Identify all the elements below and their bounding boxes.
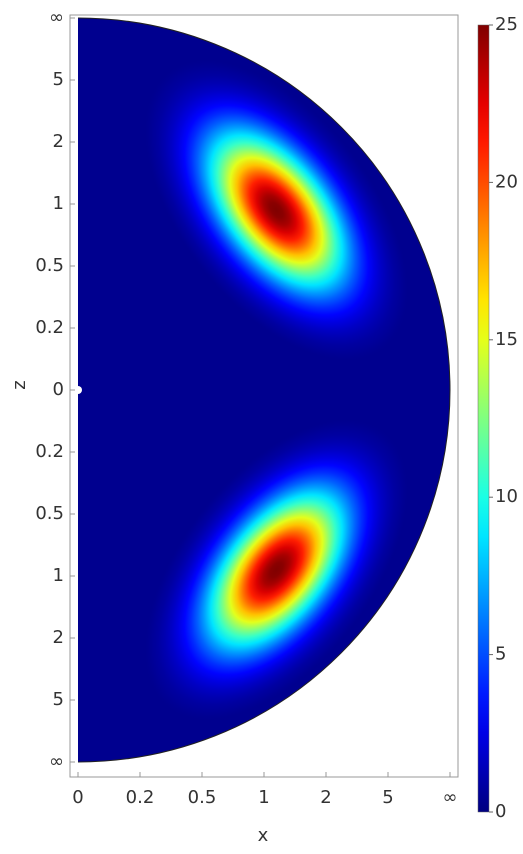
y-tick-label: 5 xyxy=(53,689,64,710)
x-tick-label: 1 xyxy=(258,787,269,808)
x-tick-label: 5 xyxy=(382,787,393,808)
x-tick-label: 2 xyxy=(320,787,331,808)
x-tick-label: 0 xyxy=(72,787,83,808)
y-tick-label: 2 xyxy=(53,131,64,152)
colorbar xyxy=(477,24,490,813)
colorbar-tick-label: 10 xyxy=(495,486,518,507)
y-tick-label: 1 xyxy=(53,193,64,214)
colorbar-tick-label: 20 xyxy=(495,171,518,192)
domain-edge xyxy=(77,17,451,763)
y-tick-label: 0.5 xyxy=(35,503,64,524)
y-tick-label: 0.2 xyxy=(35,441,64,462)
x-tick-label: 0.2 xyxy=(126,787,155,808)
y-tick-label: 0.5 xyxy=(35,255,64,276)
origin-dot xyxy=(74,386,82,394)
field xyxy=(78,18,450,762)
y-tick-label: 2 xyxy=(53,627,64,648)
y-tick-label: ∞ xyxy=(49,751,64,772)
colorbar-tick-label: 0 xyxy=(495,801,506,822)
y-tick-label: 0 xyxy=(53,379,64,400)
y-tick-label: 1 xyxy=(53,565,64,586)
colorbar-tick-label: 5 xyxy=(495,644,506,665)
y-tick-label: 5 xyxy=(53,69,64,90)
colorbar-tick-label: 15 xyxy=(495,329,518,350)
y-tick-label: 0.2 xyxy=(35,317,64,338)
x-tick-label: ∞ xyxy=(443,787,458,808)
field-peak xyxy=(145,420,408,720)
y-axis-label: z xyxy=(9,380,30,389)
field-peak xyxy=(145,60,408,360)
x-axis-label: x xyxy=(258,825,269,846)
colorbar-tick-label: 25 xyxy=(495,14,518,35)
y-tick-label: ∞ xyxy=(49,7,64,28)
x-tick-label: 0.5 xyxy=(188,787,217,808)
